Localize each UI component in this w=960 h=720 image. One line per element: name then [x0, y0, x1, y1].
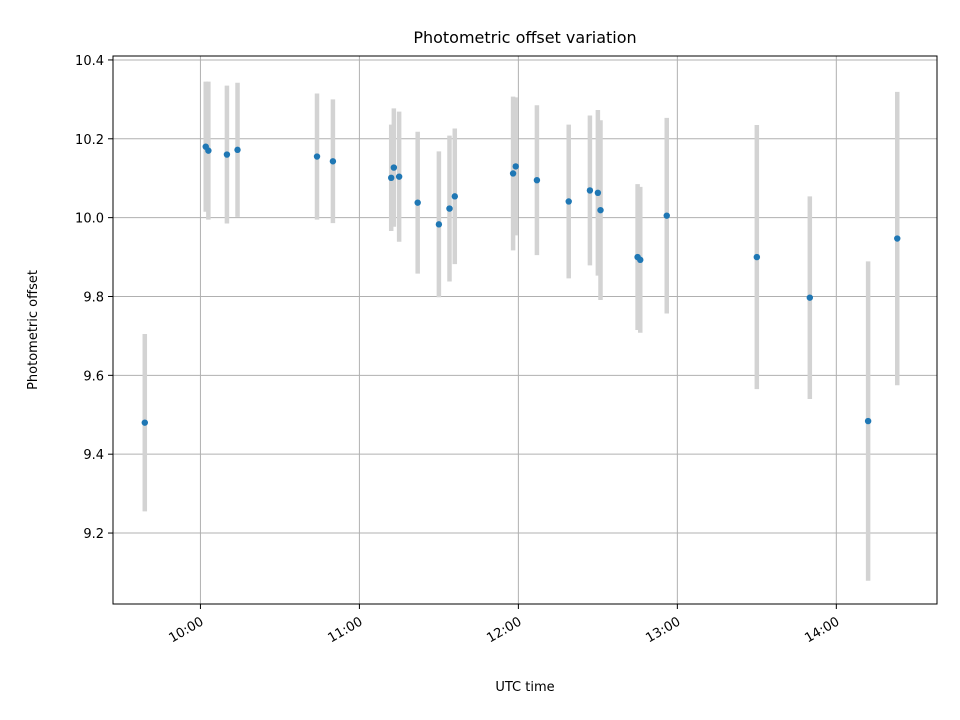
data-point [512, 163, 519, 170]
x-tick-label: 12:00 [484, 614, 524, 646]
data-point [586, 187, 594, 194]
data-point [446, 205, 453, 212]
errorbar-layer [142, 81, 900, 581]
data-point [533, 176, 541, 184]
x-tick-label: 13:00 [643, 614, 683, 646]
data-point [509, 170, 517, 177]
data-point [141, 419, 148, 426]
x-tick-label: 14:00 [802, 614, 842, 646]
data-point [414, 199, 421, 206]
data-point [806, 294, 814, 301]
data-point [329, 158, 337, 165]
x-axis-label: UTC time [495, 680, 554, 695]
data-point [663, 212, 670, 219]
data-point [435, 221, 443, 228]
data-point [594, 189, 602, 197]
data-point [753, 253, 761, 261]
y-tick-label: 9.8 [83, 290, 104, 305]
data-point [313, 153, 321, 160]
chart-title: Photometric offset variation [413, 28, 636, 47]
y-tick-label: 9.4 [83, 448, 104, 463]
x-tick-label: 11:00 [325, 614, 365, 646]
data-point [205, 147, 212, 154]
y-tick-label: 9.2 [83, 527, 104, 542]
tick-layer: 10:00 11:00 12:00 13:00 14:00 9.2 9.4 9.6 9.8 10.… [75, 54, 842, 646]
y-tick-label: 10.2 [75, 133, 104, 148]
grid-layer [113, 56, 937, 604]
x-tick-label: 10:00 [166, 614, 206, 646]
data-point [565, 198, 572, 205]
data-point [223, 151, 231, 158]
y-tick-label: 10.4 [75, 54, 104, 69]
data-point [387, 174, 395, 182]
data-point [597, 206, 604, 214]
data-point [637, 256, 644, 264]
y-tick-label: 10.0 [75, 212, 104, 227]
point-layer [141, 143, 901, 426]
data-point [390, 164, 398, 171]
y-axis-label: Photometric offset [26, 270, 41, 390]
data-point [451, 193, 458, 200]
y-tick-label: 9.6 [83, 369, 104, 384]
data-point [234, 146, 241, 154]
data-point [864, 417, 872, 425]
data-point [894, 235, 901, 242]
data-point [395, 173, 403, 180]
plot-frame [112, 55, 938, 605]
